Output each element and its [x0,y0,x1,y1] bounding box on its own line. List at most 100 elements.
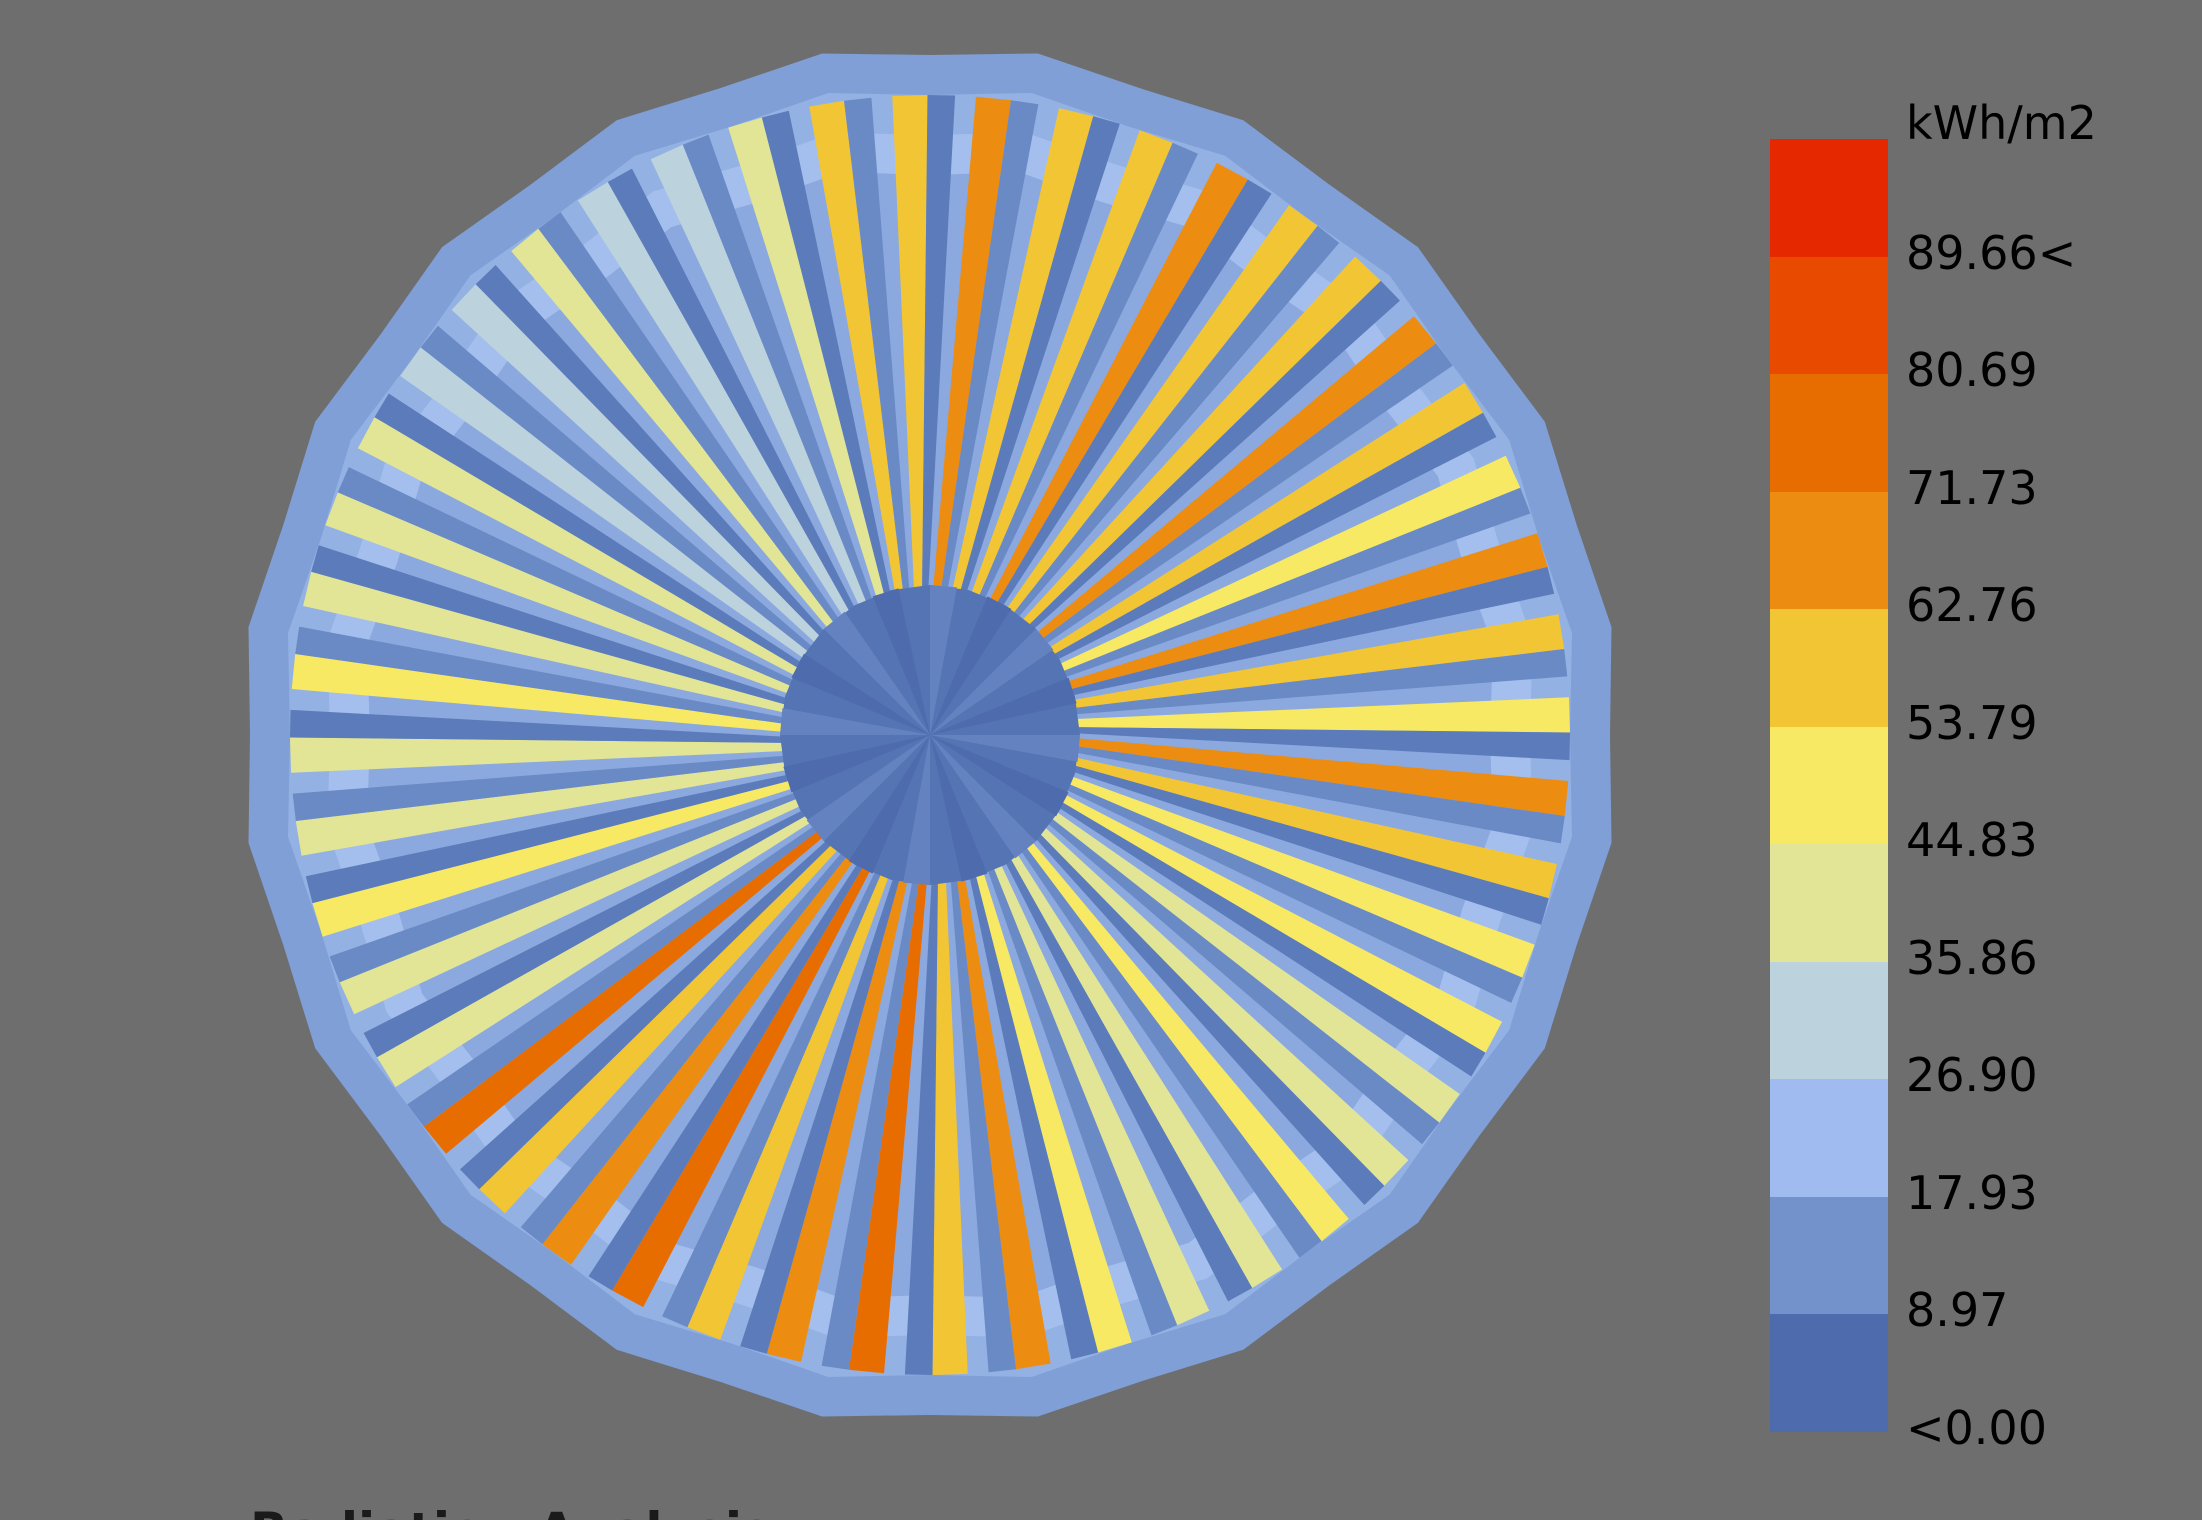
fin-face [1003,812,1349,1242]
fin-face [542,827,875,1265]
fin-face [1034,763,1535,978]
fin-face [290,737,821,773]
fin-face [325,492,826,707]
fin-side [990,225,1340,646]
fin-side [1019,795,1440,1145]
legend-swatch-9 [1770,1196,1888,1314]
fin-side [588,832,883,1291]
fin-side [374,393,833,688]
legend-swatch-4 [1770,609,1888,727]
fin-side [363,793,840,1058]
fin-face [932,844,968,1375]
central-hub [780,585,1080,885]
fin-face [650,144,881,640]
hub-spoke [823,611,930,735]
legend-color-bar [1770,139,1888,1432]
fin-side [607,168,872,645]
fin-face [451,284,847,668]
color-legend: kWh/m2 89.66< 80.69 71.73 62.76 53.79 44.83 35… [1770,95,2170,1454]
fin-side [1028,487,1531,690]
fin-side [520,824,870,1245]
legend-swatch-2 [1770,374,1888,492]
fin-side [1039,741,1565,844]
fin-face [952,841,1051,1370]
hub-spoke [780,708,930,735]
fin-face [766,843,916,1362]
fin-side [311,545,823,715]
figure-caption: Radiation Analysis [250,1502,772,1520]
fin-side [295,626,821,729]
fin-face [577,182,868,648]
fin-side [740,842,910,1354]
fin-side [921,95,956,626]
hub-spoke [930,735,1069,817]
fin-side [460,815,859,1190]
fin-side [337,467,828,701]
fin-side [988,825,1253,1302]
fin-face [511,228,857,658]
fin-face [479,818,863,1214]
fin-face [966,836,1132,1353]
fin-face [303,571,822,721]
fin-side [821,844,924,1370]
fin-face [992,822,1283,1288]
fin-face [377,797,843,1088]
fin-face [972,162,1248,636]
fin-face [295,757,824,856]
fin-face [1038,749,1557,899]
fin-side [761,110,899,632]
fin-side [420,325,841,675]
fin-face [930,96,1011,626]
fin-side [1037,649,1568,718]
legend-tick-label: 17.93 [1906,1165,2038,1220]
fin-side [290,709,821,744]
legend-swatch-7 [1770,961,1888,1079]
fin-face [809,100,908,629]
hub-spoke [930,677,1077,735]
fin-side [1011,343,1453,666]
fin-side [1020,412,1497,677]
fin-side [1027,782,1486,1077]
fin-side [961,838,1099,1360]
fin-side [936,100,1039,626]
fin-side [1032,769,1523,1003]
legend-swatch-3 [1770,491,1888,609]
fin-face [400,347,838,680]
legend-tick-label: 35.86 [1906,930,2038,985]
fin-side [950,116,1120,628]
hub-spoke [806,735,930,842]
fin-face [944,108,1094,627]
fin-side [964,142,1198,633]
legend-tick-label: 8.97 [1906,1283,2009,1337]
fin-face [1025,455,1521,686]
fin-side [1037,755,1549,925]
hub-spoke [872,588,930,735]
fin-face [312,771,829,937]
fin-face [979,830,1210,1326]
legend-tick-label: 89.66< [1906,225,2077,280]
hub-spoke [783,735,930,793]
hub-spoke [930,735,1037,859]
fin-face [1029,777,1503,1053]
fin-face [849,844,930,1374]
fin-face [1017,382,1483,673]
hub-spoke [791,653,930,735]
fin-face [985,205,1318,643]
hub-spoke [848,735,930,874]
fin-face [339,784,835,1015]
fin-side [292,752,823,821]
fin-side [1039,726,1570,761]
fin-face [687,839,902,1340]
fin-side [975,833,1178,1336]
fin-side [844,97,913,628]
fin-side [977,179,1272,638]
hub-spoke [930,585,957,735]
radial-fins [290,95,1570,1375]
fin-side [1001,280,1400,655]
hub-spoke [903,735,930,885]
legend-tick-label: 80.69 [1906,343,2038,397]
legend-swatch-0 [1770,139,1888,257]
fin-face [892,95,928,626]
